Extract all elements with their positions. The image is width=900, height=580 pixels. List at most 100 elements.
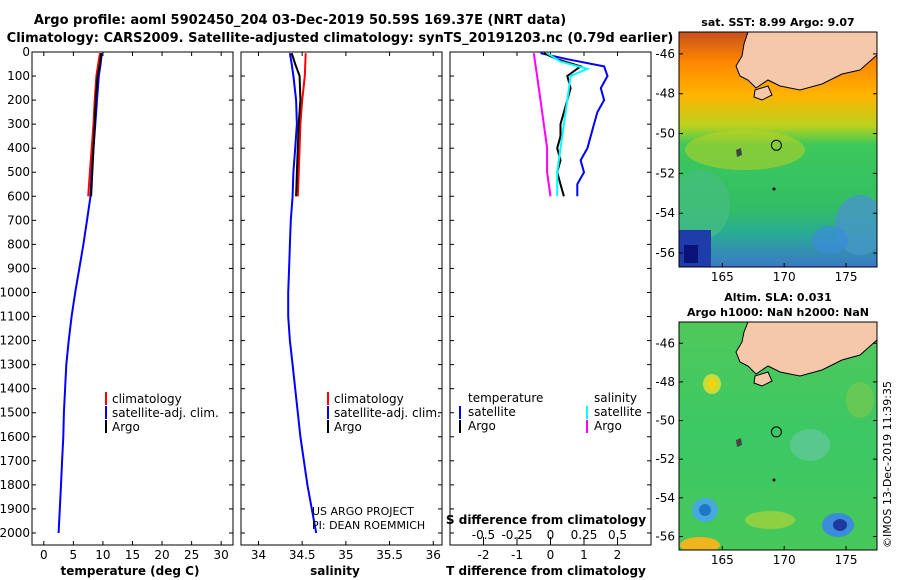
temperature-legend: climatology satellite-adj. clim. Argo	[105, 392, 219, 434]
sst-patch	[679, 170, 730, 240]
legend-label-climatology: climatology	[334, 392, 404, 406]
project-credit: US ARGO PROJECT	[312, 505, 414, 518]
lon-tick-label: 165	[711, 270, 734, 284]
series-t-satellite	[540, 52, 609, 197]
sla-map-panel: Altim. SLA: 0.031 Argo h1000: NaN h2000:…	[655, 291, 894, 567]
depth-tick-label: 1700	[0, 454, 30, 468]
series-s-satellite	[546, 52, 591, 197]
temperature-x-label: temperature (deg C)	[61, 564, 200, 578]
salinity-series	[287, 52, 318, 534]
legend-label-argo: Argo	[112, 420, 140, 434]
salinity-legend: climatology satellite-adj. clim. Argo	[327, 392, 441, 434]
x2-tick-label: 0.25	[571, 528, 598, 542]
temperature-series	[57, 53, 103, 534]
series-argo	[90, 53, 103, 197]
depth-tick-label: 1500	[0, 406, 30, 420]
sla-map-axes: 165 170 175 -46 -48 -50 -52 -54 -56	[655, 336, 877, 567]
difference-x-axis: -2 -1 0 1 2	[478, 52, 622, 562]
x-tick-label: 5	[70, 548, 78, 562]
x-tick-label: 0	[547, 548, 555, 562]
salinity-x-label: salinity	[310, 564, 360, 578]
sla-anomaly	[745, 511, 795, 529]
sst-patch	[812, 226, 848, 254]
lat-tick-label: -48	[655, 87, 675, 101]
series-s-argo	[532, 53, 552, 197]
sst-map-frame	[678, 31, 878, 268]
series-climatology	[296, 53, 307, 197]
series-climatology	[87, 53, 101, 197]
new-zealand-land	[735, 32, 877, 91]
sst-map-title: sat. SST: 8.99 Argo: 9.07	[701, 16, 854, 29]
x-tick-label: -1	[511, 548, 523, 562]
difference-plot-frame	[449, 51, 652, 546]
x-tick-label: 36	[426, 548, 441, 562]
salinity-x-axis: 34 34.5 35 35.5 36	[251, 52, 441, 562]
difference-legend: temperature satellite Argo salinity sate…	[459, 391, 642, 433]
lon-tick-label: 175	[835, 553, 858, 567]
depth-tick-label: 400	[7, 141, 30, 155]
x2-tick-label: 0	[547, 528, 555, 542]
depth-tick-label: 1800	[0, 478, 30, 492]
figure-title-line2: Climatology: CARS2009. Satellite-adjuste…	[7, 31, 674, 46]
depth-tick-label: 1100	[0, 310, 30, 324]
depth-tick-label: 1400	[0, 382, 30, 396]
sla-anomaly-core	[833, 519, 847, 531]
depth-tick-label: 1900	[0, 502, 30, 516]
lat-tick-label: -52	[655, 166, 675, 180]
figure-title-line1: Argo profile: aoml 5902450_204 03-Dec-20…	[34, 13, 566, 28]
argo-position-marker	[770, 139, 782, 151]
lat-tick-label: -56	[655, 246, 675, 260]
lon-tick-label: 170	[773, 270, 796, 284]
depth-tick-label: 900	[7, 261, 30, 275]
campbell-island	[772, 187, 776, 191]
sla-map-frame	[678, 321, 878, 551]
lat-tick-label: -52	[655, 452, 675, 466]
depth-tick-label: 0	[22, 45, 30, 59]
depth-tick-label: 600	[7, 189, 30, 203]
lat-tick-label: -54	[655, 491, 675, 505]
x-tick-label: 2	[614, 548, 622, 562]
legend-label-t-argo: Argo	[468, 419, 496, 433]
x-tick-label: 34	[251, 548, 266, 562]
new-zealand-land	[735, 322, 877, 377]
x-tick-label: 1	[580, 548, 588, 562]
depth-axis: 0 100 200 300 400 500 600 700 800 900 1000 1100 1200…	[0, 45, 233, 540]
legend-label-t-satellite: satellite	[468, 405, 516, 419]
x2-tick-label: -0.5	[472, 528, 495, 542]
legend-label-s-satellite: satellite	[594, 405, 642, 419]
sla-map-title: Altim. SLA: 0.031	[724, 291, 831, 304]
stewart-island-land	[753, 371, 773, 387]
x2-tick-label: 0.5	[608, 528, 627, 542]
legend-label-climatology: climatology	[112, 392, 182, 406]
sst-heatmap	[679, 32, 877, 267]
x-tick-label: 34.5	[289, 548, 316, 562]
x-tick-label: 15	[125, 548, 140, 562]
legend-label-argo: Argo	[334, 420, 362, 434]
lon-tick-label: 165	[711, 553, 734, 567]
x-tick-label: 30	[214, 548, 229, 562]
legend-label-s-argo: Argo	[594, 419, 622, 433]
lat-tick-label: -46	[655, 336, 675, 350]
lat-tick-label: -46	[655, 47, 675, 61]
x-tick-label: 35	[338, 548, 353, 562]
s-difference-x-label: S difference from climatology	[446, 513, 646, 527]
campbell-island	[772, 478, 776, 482]
sla-anomaly	[846, 382, 874, 418]
legend-label-satellite: satellite-adj. clim.	[334, 406, 441, 420]
lat-tick-label: -50	[655, 414, 675, 428]
depth-tick-label: 300	[7, 117, 30, 131]
difference-series	[532, 52, 609, 197]
salinity-panel: 34 34.5 35 35.5 36 salinity climatology sate…	[240, 51, 443, 578]
depth-tick-label: 2000	[0, 526, 30, 540]
temperature-x-axis: 0 5 10 15 20 25 30	[40, 52, 229, 562]
x-tick-label: 25	[184, 548, 199, 562]
sst-front	[685, 130, 805, 170]
series-satellite-adj-clim-	[287, 53, 318, 534]
depth-tick-label: 1200	[0, 334, 30, 348]
sla-anomaly	[680, 537, 720, 550]
imos-credit: ©IMOS 13-Dec-2019 11:39:35	[881, 381, 894, 548]
sla-map-subtitle: Argo h1000: NaN h2000: NaN	[687, 306, 869, 319]
lat-tick-label: -50	[655, 127, 675, 141]
stewart-island-land	[753, 85, 773, 101]
